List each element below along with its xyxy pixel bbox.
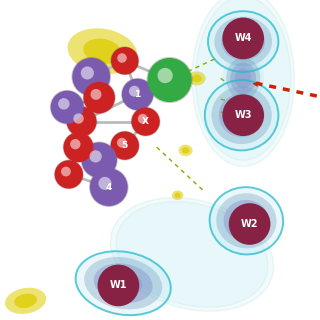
Point	[119, 140, 124, 145]
Text: X: X	[142, 117, 149, 126]
Point	[122, 58, 127, 63]
Point	[89, 74, 94, 79]
Text: W1: W1	[110, 280, 127, 291]
Point	[119, 55, 124, 60]
Point	[143, 119, 148, 124]
Ellipse shape	[83, 39, 122, 64]
Ellipse shape	[224, 200, 269, 242]
Ellipse shape	[179, 145, 193, 156]
Ellipse shape	[219, 93, 264, 137]
Point	[61, 101, 67, 106]
Ellipse shape	[222, 53, 264, 104]
Point	[89, 74, 94, 79]
Ellipse shape	[110, 198, 274, 311]
Point	[73, 141, 78, 147]
Ellipse shape	[5, 288, 46, 314]
Text: 1: 1	[134, 90, 141, 99]
Ellipse shape	[227, 101, 256, 129]
Ellipse shape	[205, 80, 278, 150]
Ellipse shape	[210, 187, 283, 254]
Point	[106, 185, 111, 190]
Ellipse shape	[208, 11, 278, 72]
Point	[97, 157, 102, 163]
Ellipse shape	[212, 86, 272, 144]
Point	[85, 70, 90, 76]
Ellipse shape	[196, 0, 291, 160]
Point	[135, 92, 140, 97]
Ellipse shape	[221, 23, 265, 60]
Point	[97, 95, 102, 100]
Point	[241, 36, 246, 41]
Point	[167, 77, 172, 83]
Point	[97, 157, 102, 163]
Point	[122, 143, 127, 148]
Point	[140, 116, 145, 121]
Point	[97, 95, 102, 100]
Point	[241, 113, 246, 118]
Point	[65, 105, 70, 110]
Ellipse shape	[214, 17, 272, 67]
Point	[163, 73, 168, 78]
Point	[167, 77, 172, 83]
Point	[93, 92, 99, 97]
Ellipse shape	[232, 207, 261, 234]
Point	[143, 119, 148, 124]
Ellipse shape	[235, 68, 252, 89]
Point	[93, 154, 98, 159]
Ellipse shape	[84, 257, 162, 309]
Ellipse shape	[14, 293, 37, 308]
Text: 5: 5	[122, 141, 128, 150]
Point	[76, 116, 81, 121]
Point	[66, 172, 71, 177]
Point	[65, 105, 70, 110]
Text: W4: W4	[235, 33, 252, 44]
Point	[122, 58, 127, 63]
Text: 4: 4	[106, 183, 112, 192]
Point	[132, 89, 137, 94]
Point	[106, 185, 111, 190]
Ellipse shape	[174, 193, 181, 198]
Ellipse shape	[172, 190, 183, 200]
Point	[76, 145, 81, 150]
Ellipse shape	[182, 147, 189, 154]
Point	[63, 169, 68, 174]
Point	[116, 283, 121, 288]
Point	[66, 172, 71, 177]
Point	[135, 92, 140, 97]
Point	[76, 145, 81, 150]
Point	[102, 181, 108, 186]
Ellipse shape	[226, 57, 260, 100]
Ellipse shape	[188, 71, 206, 85]
Ellipse shape	[229, 29, 257, 54]
Ellipse shape	[68, 28, 137, 74]
Ellipse shape	[104, 270, 142, 296]
Ellipse shape	[94, 263, 153, 303]
Ellipse shape	[192, 0, 294, 166]
Point	[79, 119, 84, 124]
Ellipse shape	[76, 251, 171, 315]
Point	[79, 119, 84, 124]
Ellipse shape	[192, 75, 202, 82]
Point	[122, 143, 127, 148]
Point	[247, 221, 252, 227]
Ellipse shape	[216, 193, 276, 248]
Text: W2: W2	[241, 219, 258, 229]
Text: W3: W3	[235, 110, 252, 120]
Ellipse shape	[230, 62, 256, 94]
Ellipse shape	[116, 202, 268, 307]
